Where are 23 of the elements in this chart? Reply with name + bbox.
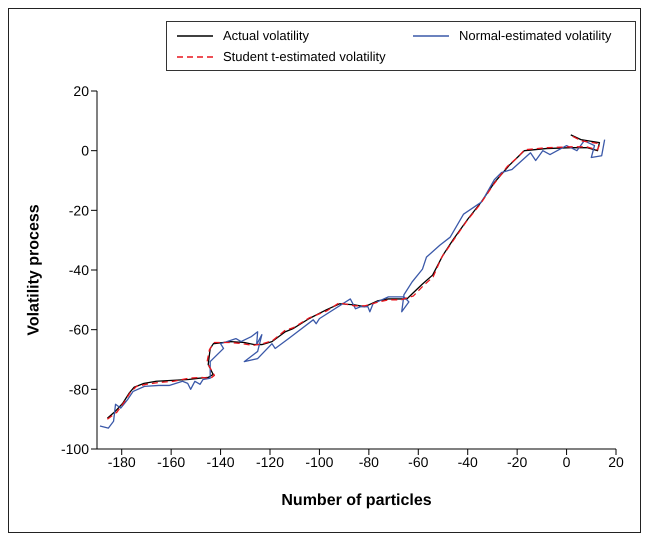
x-tick-label: -160 [157, 454, 186, 470]
x-tick-label: -60 [408, 454, 429, 470]
x-tick-label: 20 [608, 454, 624, 470]
x-tick-label: -20 [507, 454, 528, 470]
x-tick-label: -180 [108, 454, 136, 470]
x-tick-label: -100 [305, 454, 334, 470]
y-tick-label: 20 [73, 82, 90, 99]
y-tick-label: 0 [81, 142, 90, 159]
y-tick-label: -60 [68, 322, 90, 338]
x-tick-label: -120 [256, 454, 284, 470]
legend-label: Actual volatility [223, 28, 309, 43]
legend-label: Student t-estimated volatility [223, 49, 386, 64]
x-tick-label: -40 [458, 454, 478, 470]
y-axis-title: Volatility process [26, 204, 43, 336]
x-tick-label: -140 [206, 454, 235, 470]
y-tick-label: -100 [60, 440, 90, 457]
y-tick-label: -40 [68, 262, 90, 278]
x-tick-label: -80 [358, 454, 380, 470]
y-tick-label: -20 [68, 202, 90, 218]
x-axis-title: Number of particles [281, 492, 432, 509]
x-tick-label: 0 [562, 454, 571, 470]
y-tick-label: -80 [68, 381, 90, 398]
legend-label: Normal-estimated volatility [459, 28, 612, 43]
